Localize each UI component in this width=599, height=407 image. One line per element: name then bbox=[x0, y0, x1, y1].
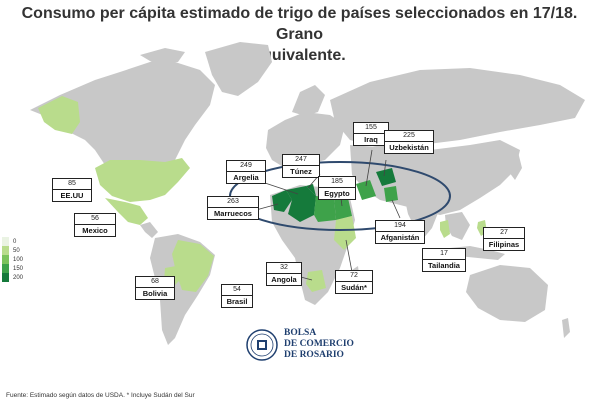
legend-label: 100 bbox=[13, 256, 24, 263]
legend-label: 150 bbox=[13, 265, 24, 272]
egypto-name: Egypto bbox=[324, 189, 350, 198]
title-line-1: Consumo per cápita estimado de trigo de … bbox=[21, 5, 578, 43]
label-argelia: 249 Argelia bbox=[226, 160, 266, 184]
legend-label: 200 bbox=[13, 274, 24, 281]
bolivia-name: Bolivia bbox=[142, 289, 168, 298]
land-new-zealand bbox=[562, 318, 570, 338]
sudan-value: 72 bbox=[336, 271, 372, 282]
logo-line-3: DE ROSARIO bbox=[284, 350, 344, 360]
label-iraq: 155 Iraq bbox=[353, 122, 389, 146]
legend-swatch bbox=[2, 273, 9, 282]
land-north-asia bbox=[330, 68, 585, 148]
bolsa-logo: BOLSA DE COMERCIO DE ROSARIO bbox=[246, 328, 354, 361]
land-australia bbox=[466, 265, 548, 322]
angola-name: Angola bbox=[271, 275, 297, 284]
label-bolivia: 68 Bolivia bbox=[135, 276, 175, 300]
legend-label: 0 bbox=[13, 238, 17, 245]
land-mexico bbox=[105, 198, 148, 225]
land-north-america bbox=[30, 62, 215, 180]
land-brazil bbox=[172, 240, 214, 292]
sudan-name: Sudán* bbox=[341, 283, 367, 292]
afganistan-name: Afganistán bbox=[380, 233, 420, 242]
land-central-america bbox=[140, 222, 158, 238]
color-legend: 0 50 100 150 200 bbox=[2, 237, 23, 282]
land-angola bbox=[306, 270, 326, 292]
legend-item: 200 bbox=[2, 273, 23, 282]
label-uzbekistan: 225 Uzbekistán bbox=[384, 130, 434, 154]
label-afganistan: 194 Afganistán bbox=[375, 220, 425, 244]
legend-item: 0 bbox=[2, 237, 23, 246]
label-tailandia: 17 Tailandia bbox=[422, 248, 466, 272]
land-afghanistan bbox=[384, 186, 398, 202]
label-angola: 32 Angola bbox=[266, 262, 302, 286]
angola-value: 32 bbox=[267, 263, 301, 274]
brasil-name: Brasil bbox=[226, 297, 248, 306]
label-egypto: 185 Egypto bbox=[318, 176, 356, 200]
mexico-value: 56 bbox=[75, 214, 115, 225]
land-alaska bbox=[38, 96, 80, 134]
argelia-value: 249 bbox=[227, 161, 265, 172]
land-arctic-islands bbox=[140, 48, 185, 64]
filipinas-value: 27 bbox=[484, 228, 524, 239]
iraq-value: 155 bbox=[354, 123, 388, 134]
land-algeria bbox=[286, 186, 316, 222]
land-usa bbox=[95, 158, 190, 202]
tunez-name: Túnez bbox=[290, 167, 312, 176]
tailandia-value: 17 bbox=[423, 249, 465, 260]
land-thailand bbox=[440, 220, 450, 238]
legend-item: 50 bbox=[2, 246, 23, 255]
eeuu-value: 85 bbox=[53, 179, 91, 190]
legend-item: 150 bbox=[2, 264, 23, 273]
land-asia bbox=[350, 140, 520, 215]
seal-icon bbox=[246, 328, 278, 361]
label-brasil: 54 Brasil bbox=[221, 284, 253, 308]
marruecos-value: 263 bbox=[208, 197, 258, 208]
land-morocco bbox=[272, 190, 292, 212]
eeuu-name: EE.UU bbox=[60, 191, 84, 200]
iraq-name: Iraq bbox=[364, 135, 378, 144]
land-libya bbox=[314, 196, 336, 222]
land-greenland bbox=[205, 42, 272, 96]
source-footnote: Fuente: Estimado según datos de USDA. * … bbox=[6, 392, 195, 399]
label-mexico: 56 Mexico bbox=[74, 213, 116, 237]
tunez-value: 247 bbox=[283, 155, 319, 166]
mexico-name: Mexico bbox=[82, 226, 108, 235]
uzbekistan-name: Uzbekistán bbox=[389, 143, 429, 152]
land-scandinavia bbox=[292, 85, 325, 116]
label-tunez: 247 Túnez bbox=[282, 154, 320, 178]
logo-line-1: BOLSA bbox=[284, 328, 317, 338]
label-eeuu: 85 EE.UU bbox=[52, 178, 92, 202]
label-filipinas: 27 Filipinas bbox=[483, 227, 525, 251]
label-marruecos: 263 Marruecos bbox=[207, 196, 259, 220]
label-sudan: 72 Sudán* bbox=[335, 270, 373, 294]
legend-swatch bbox=[2, 255, 9, 264]
logo-line-2: DE COMERCIO bbox=[284, 339, 354, 349]
title-line-2: equivalente. bbox=[253, 47, 346, 64]
legend-label: 50 bbox=[13, 247, 20, 254]
land-southeast-asia bbox=[445, 212, 470, 240]
land-egypt bbox=[334, 198, 352, 220]
land-sudan bbox=[334, 216, 356, 250]
afganistan-value: 194 bbox=[376, 221, 424, 232]
land-japan bbox=[509, 152, 522, 180]
land-uzbekistan bbox=[376, 168, 396, 186]
legend-swatch bbox=[2, 246, 9, 255]
map-title: Consumo per cápita estimado de trigo de … bbox=[0, 3, 599, 66]
legend-swatch bbox=[2, 264, 9, 273]
bolivia-value: 68 bbox=[136, 277, 174, 288]
egypto-value: 185 bbox=[319, 177, 355, 188]
legend-swatch bbox=[2, 237, 9, 246]
brasil-value: 54 bbox=[222, 285, 252, 296]
uzbekistan-value: 225 bbox=[385, 131, 433, 142]
filipinas-name: Filipinas bbox=[488, 240, 520, 249]
marruecos-name: Marruecos bbox=[214, 209, 252, 218]
argelia-name: Argelia bbox=[233, 173, 259, 182]
land-iraq bbox=[356, 180, 376, 200]
tailandia-name: Tailandia bbox=[428, 261, 460, 270]
legend-item: 100 bbox=[2, 255, 23, 264]
logo-text: BOLSA DE COMERCIO DE ROSARIO bbox=[284, 328, 354, 361]
